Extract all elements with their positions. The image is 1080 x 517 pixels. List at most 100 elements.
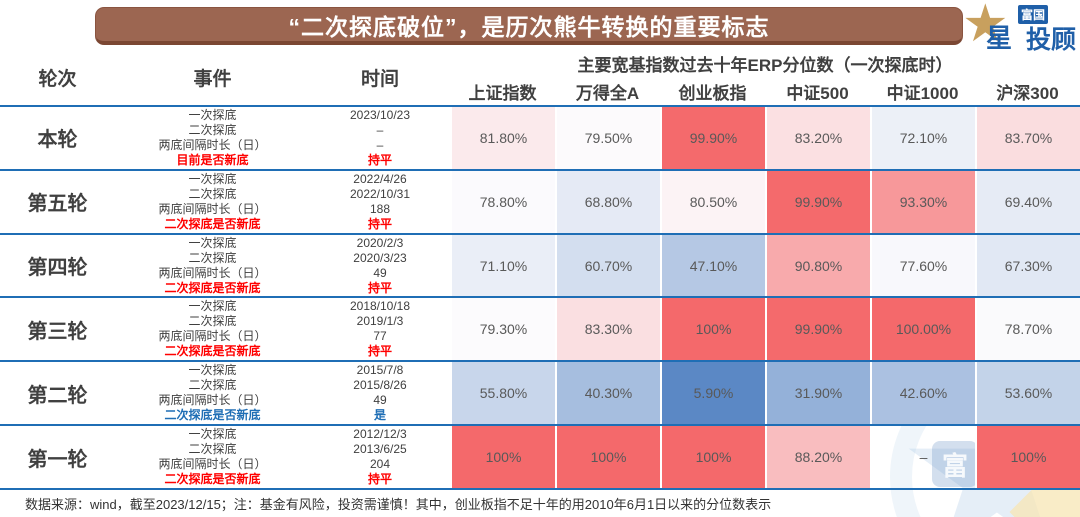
erp-percentile-cell: 31.90%: [765, 362, 870, 425]
brand-star-char: 星: [986, 23, 1013, 53]
event-dates: 2018/10/18 2019/1/3 77 持平: [310, 298, 450, 360]
event-date: 77: [373, 329, 387, 344]
column-header-index: 中证1000: [886, 83, 959, 103]
event-labels: 一次探底 二次探底 两底间隔时长（日） 二次探底是否新底: [115, 426, 310, 488]
erp-percentile-cell: –: [870, 426, 975, 488]
event-date: –: [376, 137, 384, 152]
erp-percentile-cell: 47.10%: [660, 234, 765, 297]
event-labels: 一次探底 二次探底 两底间隔时长（日） 目前是否新底: [115, 107, 310, 169]
group-header-erp-percentile: 主要宽基指数过去十年ERP分位数（一次探底时）: [577, 56, 953, 75]
event-date: 2020/3/23: [353, 250, 407, 265]
erp-percentile-cell: 99.90%: [765, 298, 870, 361]
table-row: 第四轮 一次探底 二次探底 两底间隔时长（日） 二次探底是否新底 2020/2/3 2020…: [0, 232, 1080, 297]
table-row: 第二轮 一次探底 二次探底 两底间隔时长（日） 二次探底是否新底 2015/7/8 2015…: [0, 360, 1080, 425]
erp-percentile-cell: 99.90%: [765, 170, 870, 233]
erp-percentile-cell: 83.70%: [975, 107, 1080, 169]
round-label: 第三轮: [27, 320, 88, 343]
event-label: 一次探底: [188, 427, 237, 442]
new-low-answer: 持平: [367, 280, 392, 295]
event-label: 二次探底: [188, 378, 237, 393]
event-date: 49: [373, 393, 387, 408]
event-date: 2012/12/3: [353, 427, 407, 442]
slide-title-bar: “二次探底破位”，是历次熊牛转换的重要标志: [95, 7, 963, 45]
event-label: 一次探底: [188, 363, 237, 378]
footer: 数据来源：wind，截至2023/12/15；注：基金有风险，投资需谨慎！其中，…: [0, 490, 1080, 517]
erp-percentile-cell: 71.10%: [450, 234, 555, 297]
erp-percentile-cell: 55.80%: [450, 362, 555, 425]
new-low-question: 二次探底是否新底: [164, 280, 261, 295]
erp-percentile-cell: 90.80%: [765, 234, 870, 297]
event-label: 二次探底: [188, 250, 237, 265]
event-label: 两底间隔时长（日）: [158, 137, 267, 152]
erp-percentile-cell: 72.10%: [870, 107, 975, 169]
new-low-answer: 持平: [367, 152, 392, 167]
erp-percentile-cell: 69.40%: [975, 170, 1080, 233]
event-label: 二次探底: [188, 122, 237, 137]
erp-percentile-cell: 100%: [450, 426, 555, 488]
erp-percentile-cell: 83.30%: [555, 298, 660, 361]
event-date: 2020/2/3: [356, 235, 404, 250]
slide-title: “二次探底破位”，是历次熊牛转换的重要标志: [288, 13, 770, 40]
event-date: 2018/10/18: [349, 299, 411, 314]
erp-percentile-cell: 80.50%: [660, 170, 765, 233]
new-low-question: 二次探底是否新底: [164, 216, 261, 231]
erp-percentile-cell: 83.20%: [765, 107, 870, 169]
erp-percentile-cell: 99.90%: [660, 107, 765, 169]
event-label: 二次探底: [188, 186, 237, 201]
erp-percentile-cell: 53.60%: [975, 362, 1080, 425]
erp-percentile-cell: 5.90%: [660, 362, 765, 425]
round-label: 第五轮: [27, 193, 88, 216]
event-date: 2019/1/3: [356, 314, 404, 329]
column-header-index: 上证指数: [468, 83, 537, 103]
erp-percentile-cell: 88.20%: [765, 426, 870, 488]
event-date: 2022/10/31: [349, 186, 411, 201]
event-label: 二次探底: [188, 442, 237, 457]
event-dates: 2015/7/8 2015/8/26 49 是: [310, 362, 450, 424]
event-date: –: [376, 122, 384, 137]
column-header-time: 时间: [360, 69, 399, 90]
column-header-index: 万得全A: [575, 83, 640, 103]
new-low-question: 二次探底是否新底: [164, 344, 261, 359]
brand-name: 投顾: [1025, 26, 1076, 54]
erp-percentile-cell: 79.50%: [555, 107, 660, 169]
erp-percentile-cell: 77.60%: [870, 234, 975, 297]
erp-percentile-cell: 100%: [660, 426, 765, 488]
event-label: 一次探底: [188, 299, 237, 314]
erp-percentile-cell: 78.70%: [975, 298, 1080, 361]
event-date: 2015/8/26: [353, 378, 407, 393]
erp-percentile-cell: 42.60%: [870, 362, 975, 425]
event-date: 188: [369, 201, 391, 216]
round-label: 第一轮: [27, 448, 88, 471]
erp-percentile-cell: 100%: [660, 298, 765, 361]
erp-percentile-cell: 79.30%: [450, 298, 555, 361]
erp-percentile-cell: 100%: [975, 426, 1080, 488]
erp-percentile-cell: 40.30%: [555, 362, 660, 425]
event-labels: 一次探底 二次探底 两底间隔时长（日） 二次探底是否新底: [115, 362, 310, 424]
event-date: 49: [373, 265, 387, 280]
new-low-answer: 持平: [367, 472, 392, 487]
event-date: 2013/6/25: [353, 442, 407, 457]
erp-percentile-cell: 100%: [555, 426, 660, 488]
new-low-question: 目前是否新底: [176, 152, 249, 167]
new-low-answer: 持平: [367, 216, 392, 231]
table-row: 第五轮 一次探底 二次探底 两底间隔时长（日） 二次探底是否新底 2022/4/26 202…: [0, 168, 1080, 233]
event-dates: 2012/12/3 2013/6/25 204 持平: [310, 426, 450, 488]
new-low-question: 二次探底是否新底: [164, 408, 261, 423]
brand-box-label: 富国: [1017, 5, 1048, 24]
column-header-index: 创业板指: [678, 83, 747, 103]
round-label: 第二轮: [27, 384, 88, 407]
event-date: 2022/4/26: [353, 171, 407, 186]
data-source-note: 数据来源：wind，截至2023/12/15；注：基金有风险，投资需谨慎！其中，…: [25, 497, 772, 512]
round-label: 第四轮: [27, 257, 88, 280]
event-date: 2015/7/8: [356, 363, 404, 378]
column-header-event: 事件: [193, 69, 232, 90]
brand-logo: ★ 星 富国 投顾: [960, 0, 1078, 54]
column-header-index: 中证500: [786, 83, 849, 103]
erp-percentile-cell: 93.30%: [870, 170, 975, 233]
column-header-round: 轮次: [38, 69, 77, 90]
event-label: 两底间隔时长（日）: [158, 201, 267, 216]
new-low-answer: 是: [373, 408, 386, 423]
event-label: 一次探底: [188, 235, 237, 250]
event-label: 两底间隔时长（日）: [158, 329, 267, 344]
